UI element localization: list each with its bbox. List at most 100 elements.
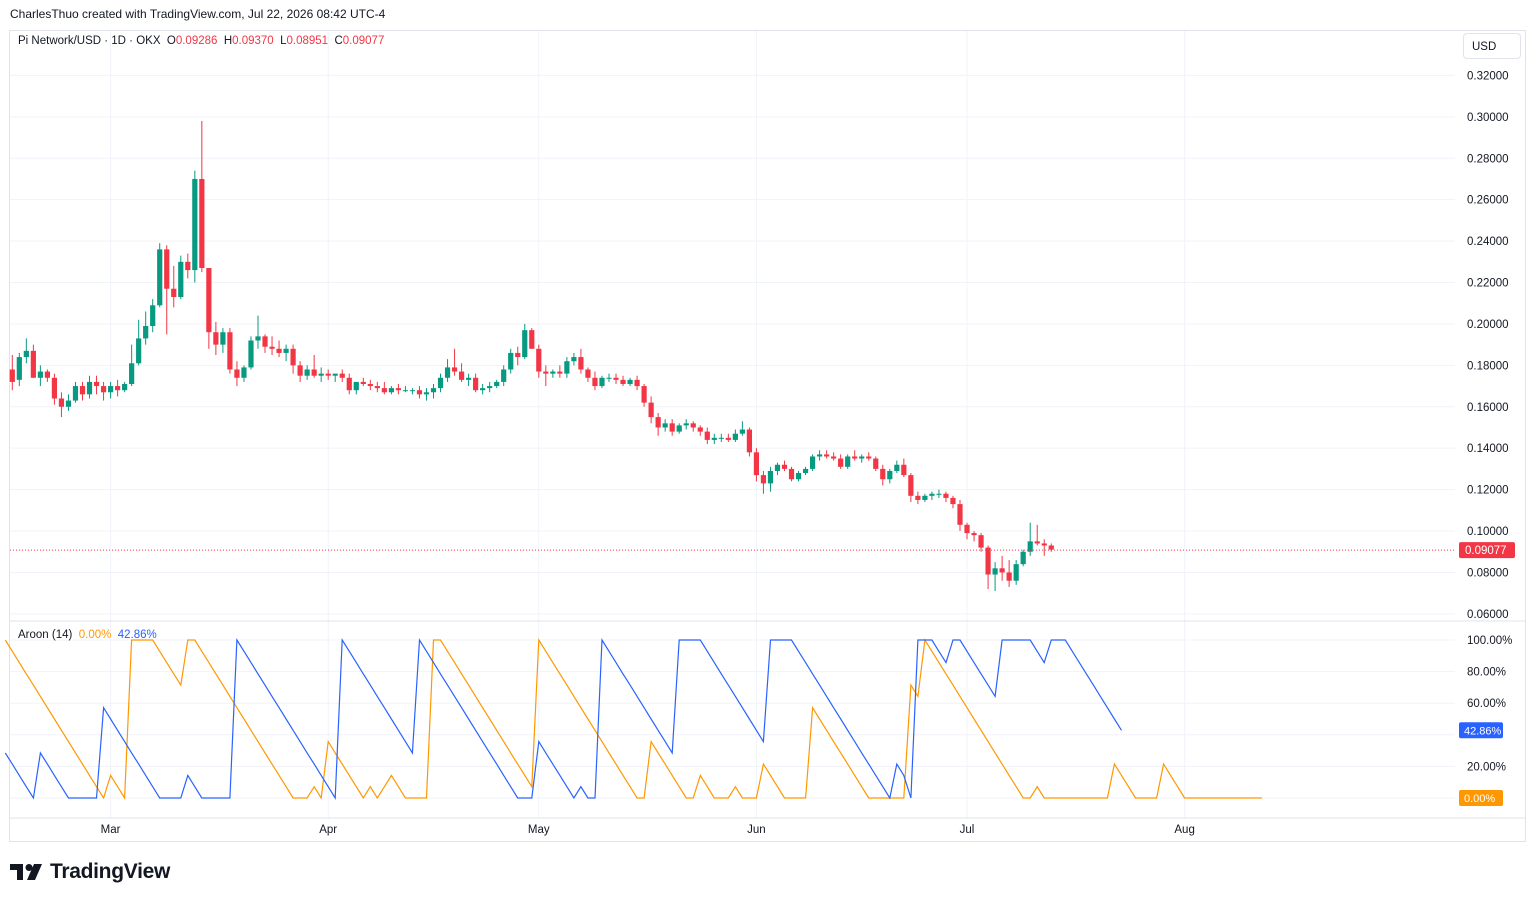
candle-up[interactable]	[1013, 560, 1019, 585]
candle-up[interactable]	[409, 388, 416, 395]
candle-down[interactable]	[824, 450, 830, 459]
candle-up[interactable]	[136, 319, 142, 366]
candle-down[interactable]	[458, 363, 465, 382]
candle-down[interactable]	[473, 373, 479, 393]
candle-down[interactable]	[950, 495, 956, 509]
candle-up[interactable]	[332, 373, 338, 382]
candle-down[interactable]	[185, 253, 191, 279]
candle-up[interactable]	[522, 323, 528, 360]
candle-up[interactable]	[248, 336, 254, 370]
candle-up[interactable]	[283, 344, 289, 362]
candle-up[interactable]	[676, 423, 682, 434]
candle-down[interactable]	[655, 412, 661, 436]
candle-up[interactable]	[65, 394, 72, 411]
candle-down[interactable]	[866, 452, 872, 461]
candle-up[interactable]	[859, 454, 865, 463]
candle-down[interactable]	[697, 425, 703, 436]
candle-up[interactable]	[353, 381, 359, 395]
candle-up[interactable]	[37, 365, 43, 387]
candle-up[interactable]	[318, 367, 324, 382]
candle-down[interactable]	[30, 344, 36, 378]
candle-up[interactable]	[178, 255, 184, 300]
candle-down[interactable]	[690, 421, 696, 432]
candle-up[interactable]	[845, 454, 851, 469]
candle-down[interactable]	[374, 381, 380, 393]
candle-up[interactable]	[992, 562, 998, 592]
candle-up[interactable]	[929, 491, 935, 500]
candle-up[interactable]	[802, 466, 809, 476]
candle-down[interactable]	[58, 392, 65, 418]
candle-down[interactable]	[346, 373, 352, 395]
candle-up[interactable]	[430, 383, 437, 399]
candle-up[interactable]	[809, 454, 816, 471]
candle-down[interactable]	[641, 383, 647, 407]
candle-up[interactable]	[255, 315, 261, 349]
candle-down[interactable]	[831, 452, 837, 461]
candle-up[interactable]	[718, 433, 724, 442]
candle-down[interactable]	[276, 340, 282, 358]
candle-up[interactable]	[795, 470, 802, 482]
candle-down[interactable]	[297, 361, 303, 382]
candle-up[interactable]	[220, 328, 226, 353]
candle-up[interactable]	[732, 429, 738, 442]
candle-down[interactable]	[852, 450, 858, 461]
candle-up[interactable]	[508, 348, 514, 374]
candle-down[interactable]	[325, 369, 331, 380]
candle-down[interactable]	[171, 265, 177, 308]
candle-down[interactable]	[360, 377, 366, 387]
candle-down[interactable]	[592, 371, 598, 391]
candle-down[interactable]	[395, 383, 401, 395]
candle-down[interactable]	[620, 375, 626, 387]
candle-down[interactable]	[536, 344, 542, 378]
candle-up[interactable]	[241, 365, 247, 382]
candle-down[interactable]	[880, 464, 886, 486]
candle-down[interactable]	[381, 381, 387, 395]
candle-up[interactable]	[1027, 522, 1033, 556]
candle-up[interactable]	[894, 460, 900, 474]
candle-up[interactable]	[444, 359, 451, 382]
candle-down[interactable]	[585, 367, 591, 382]
candle-down[interactable]	[269, 336, 275, 355]
candle-up[interactable]	[739, 421, 745, 436]
tradingview-logo[interactable]: TradingView	[10, 860, 170, 884]
candle-down[interactable]	[971, 531, 977, 542]
candle-down[interactable]	[873, 456, 879, 471]
candle-down[interactable]	[901, 458, 907, 478]
candle-up[interactable]	[143, 311, 149, 345]
candle-down[interactable]	[213, 321, 219, 355]
candle-up[interactable]	[423, 388, 430, 401]
candle-up[interactable]	[157, 243, 163, 308]
candle-down[interactable]	[311, 354, 317, 378]
candle-down[interactable]	[367, 379, 373, 391]
candle-down[interactable]	[93, 375, 100, 395]
candle-down[interactable]	[943, 491, 949, 503]
candle-up[interactable]	[494, 379, 500, 389]
candle-up[interactable]	[922, 493, 928, 503]
candle-up[interactable]	[606, 373, 612, 382]
candle-down[interactable]	[578, 348, 584, 374]
candle-down[interactable]	[781, 460, 788, 471]
candle-down[interactable]	[985, 545, 991, 590]
candle-up[interactable]	[107, 381, 114, 399]
candle-down[interactable]	[199, 120, 205, 273]
candle-up[interactable]	[402, 386, 409, 393]
candle-down[interactable]	[788, 466, 795, 482]
candle-down[interactable]	[838, 454, 844, 469]
candle-up[interactable]	[501, 365, 507, 387]
candle-down[interactable]	[79, 381, 86, 401]
candle-down[interactable]	[915, 491, 921, 505]
candle-up[interactable]	[304, 365, 310, 380]
candle-down[interactable]	[206, 268, 212, 349]
candle-down[interactable]	[999, 555, 1005, 581]
candle-down[interactable]	[9, 354, 15, 391]
candle-up[interactable]	[564, 357, 570, 378]
candle-down[interactable]	[44, 369, 50, 382]
candle-up[interactable]	[192, 170, 198, 283]
candle-up[interactable]	[711, 433, 717, 445]
candle-down[interactable]	[908, 473, 914, 503]
candle-down[interactable]	[529, 328, 535, 349]
candle-down[interactable]	[753, 448, 760, 482]
candle-up[interactable]	[86, 375, 93, 399]
candle-down[interactable]	[51, 373, 58, 405]
